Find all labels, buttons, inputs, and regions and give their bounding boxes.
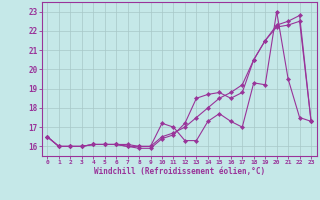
X-axis label: Windchill (Refroidissement éolien,°C): Windchill (Refroidissement éolien,°C) [94, 167, 265, 176]
